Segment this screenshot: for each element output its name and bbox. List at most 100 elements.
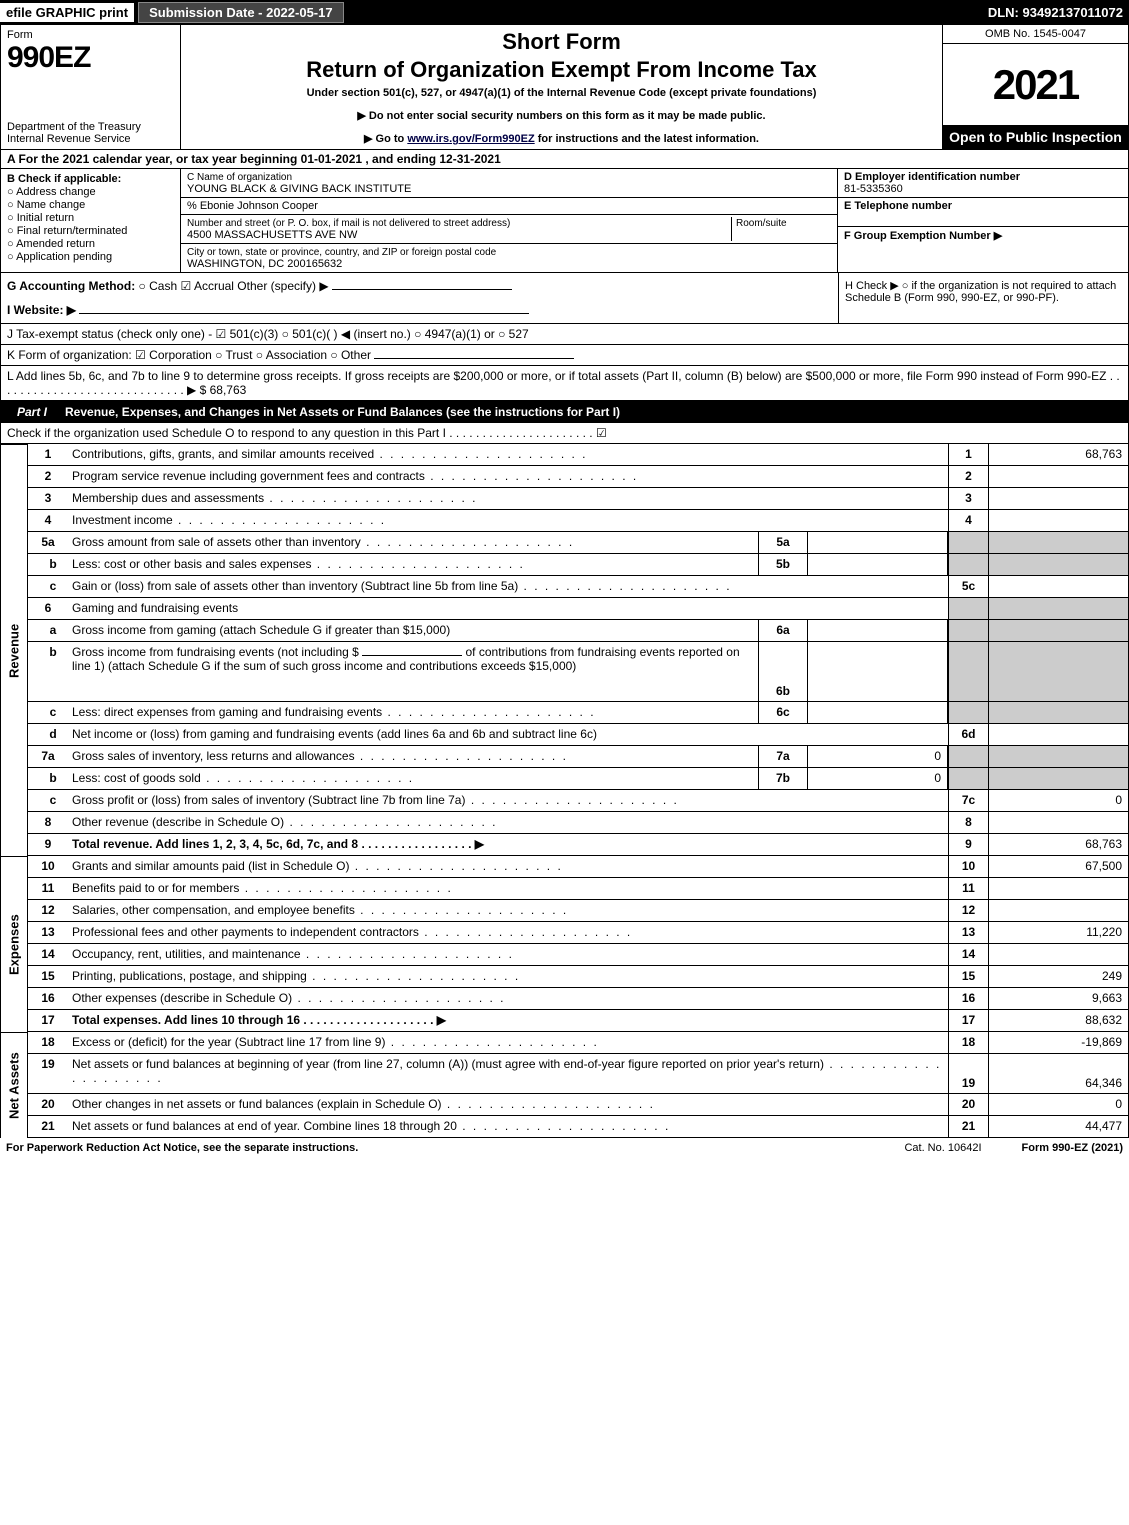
revenue-rail: Revenue [0, 444, 28, 856]
l12-v [988, 900, 1128, 921]
l5c-v [988, 576, 1128, 597]
chk-pending[interactable]: Application pending [7, 251, 174, 263]
city: WASHINGTON, DC 200165632 [187, 258, 342, 270]
footer-mid: Cat. No. 10642I [904, 1142, 981, 1154]
irs-link[interactable]: www.irs.gov/Form990EZ [407, 133, 534, 145]
chk-name[interactable]: Name change [7, 199, 174, 211]
l3-v [988, 488, 1128, 509]
short-form-label: Short Form [191, 29, 932, 55]
g-line: G Accounting Method: Cash Accrual Other … [7, 279, 832, 293]
l15-n: 15 [28, 966, 68, 987]
l5c-n: c [28, 576, 68, 597]
l5b-n: b [28, 554, 68, 575]
l-line: L Add lines 5b, 6c, and 7b to line 9 to … [0, 366, 1129, 401]
l15-box: 15 [948, 966, 988, 987]
header-right: OMB No. 1545-0047 2021 Open to Public In… [943, 25, 1128, 149]
part1-header: Part I Revenue, Expenses, and Changes in… [0, 401, 1129, 423]
k-other-input[interactable] [374, 358, 574, 359]
chk-amended[interactable]: Amended return [7, 238, 174, 250]
l9-d: Total revenue. Add lines 1, 2, 3, 4, 5c,… [68, 834, 948, 855]
part1-title: Revenue, Expenses, and Changes in Net As… [65, 405, 1120, 419]
l7a-n: 7a [28, 746, 68, 767]
l20-v: 0 [988, 1094, 1128, 1115]
goto-pre: ▶ Go to [364, 133, 407, 145]
l1-v: 68,763 [988, 444, 1128, 465]
l8-d: Other revenue (describe in Schedule O) [68, 812, 948, 833]
l16-v: 9,663 [988, 988, 1128, 1009]
l11-d: Benefits paid to or for members [68, 878, 948, 899]
b-title: B Check if applicable: [7, 173, 121, 185]
part1-check-text: Check if the organization used Schedule … [7, 426, 607, 440]
l4-box: 4 [948, 510, 988, 531]
chk-address[interactable]: Address change [7, 186, 174, 198]
chk-initial[interactable]: Initial return [7, 212, 174, 224]
netassets-section: Net Assets 18Excess or (deficit) for the… [0, 1032, 1129, 1138]
l7b-shv [988, 768, 1128, 789]
dln: DLN: 93492137011072 [988, 5, 1129, 20]
j-text: J Tax-exempt status (check only one) - ☑… [7, 327, 529, 341]
l5b-shv [988, 554, 1128, 575]
l6c-n: c [28, 702, 68, 723]
header-left: Form 990EZ Department of the Treasury In… [1, 25, 181, 149]
care-of: % Ebonie Johnson Cooper [187, 200, 318, 212]
efile-label: efile GRAPHIC print [0, 3, 134, 22]
j-line: J Tax-exempt status (check only one) - ☑… [0, 324, 1129, 345]
l18-d: Excess or (deficit) for the year (Subtra… [68, 1032, 948, 1053]
l6b-blank[interactable] [362, 655, 462, 656]
l5a-d: Gross amount from sale of assets other t… [68, 532, 758, 553]
l6b-shv [988, 642, 1128, 701]
l21-v: 44,477 [988, 1116, 1128, 1137]
under-section: Under section 501(c), 527, or 4947(a)(1)… [191, 87, 932, 99]
section-bcdef: B Check if applicable: Address change Na… [0, 169, 1129, 273]
l6c-iv [808, 702, 948, 723]
l8-box: 8 [948, 812, 988, 833]
l5a-shv [988, 532, 1128, 553]
l6-d: Gaming and fundraising events [68, 598, 948, 619]
l7b-ib: 7b [758, 768, 808, 789]
section-a: A For the 2021 calendar year, or tax yea… [0, 150, 1129, 169]
l8-n: 8 [28, 812, 68, 833]
l5b-ib: 5b [758, 554, 808, 575]
l6c-d: Less: direct expenses from gaming and fu… [68, 702, 758, 723]
l10-n: 10 [28, 856, 68, 877]
l12-d: Salaries, other compensation, and employ… [68, 900, 948, 921]
website-input[interactable] [79, 313, 529, 314]
l2-box: 2 [948, 466, 988, 487]
l8-v [988, 812, 1128, 833]
l7b-d: Less: cost of goods sold [68, 768, 758, 789]
l3-box: 3 [948, 488, 988, 509]
l5a-iv [808, 532, 948, 553]
l-value: 68,763 [210, 383, 247, 397]
l3-d: Membership dues and assessments [68, 488, 948, 509]
submission-date: Submission Date - 2022-05-17 [138, 2, 344, 23]
l9-box: 9 [948, 834, 988, 855]
l7c-v: 0 [988, 790, 1128, 811]
l4-n: 4 [28, 510, 68, 531]
section-a-text: A For the 2021 calendar year, or tax yea… [7, 152, 501, 166]
g-accrual[interactable]: Accrual [181, 279, 234, 293]
l19-n: 19 [28, 1054, 68, 1093]
l4-v [988, 510, 1128, 531]
l11-box: 11 [948, 878, 988, 899]
l13-v: 11,220 [988, 922, 1128, 943]
f-label: F Group Exemption Number ▶ [844, 230, 1002, 242]
l6d-v [988, 724, 1128, 745]
l1-d: Contributions, gifts, grants, and simila… [68, 444, 948, 465]
l17-box: 17 [948, 1010, 988, 1031]
l7a-iv: 0 [808, 746, 948, 767]
l20-n: 20 [28, 1094, 68, 1115]
l12-box: 12 [948, 900, 988, 921]
l4-d: Investment income [68, 510, 948, 531]
footer-left: For Paperwork Reduction Act Notice, see … [6, 1142, 358, 1154]
ein: 81-5335360 [844, 183, 903, 195]
footer-right: Form 990-EZ (2021) [1022, 1142, 1123, 1154]
l6b-n: b [28, 642, 68, 701]
g-other-input[interactable] [332, 289, 512, 290]
l12-n: 12 [28, 900, 68, 921]
l6b-iv [808, 642, 948, 701]
chk-final[interactable]: Final return/terminated [7, 225, 174, 237]
part1-label: Part I [9, 404, 55, 420]
g-cash[interactable]: Cash [139, 279, 178, 293]
l21-box: 21 [948, 1116, 988, 1137]
l5b-iv [808, 554, 948, 575]
